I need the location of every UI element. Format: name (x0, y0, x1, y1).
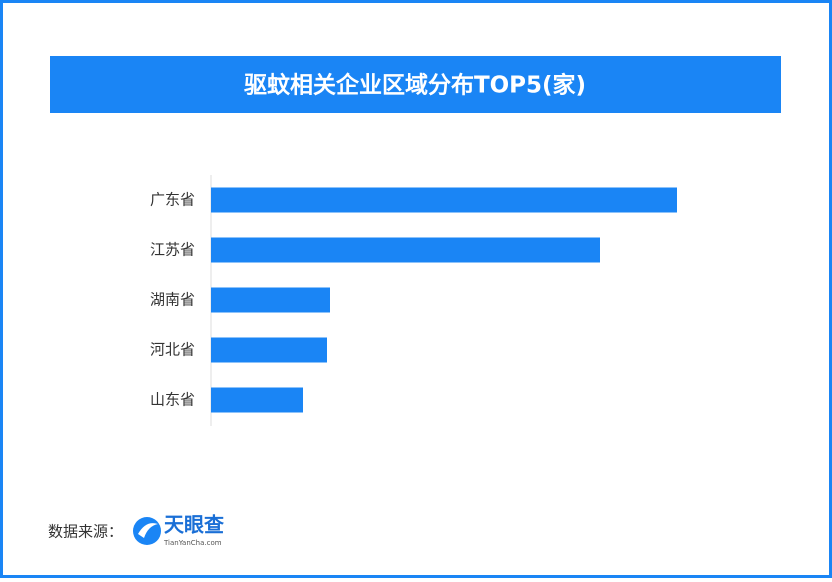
y-tick-label: 江苏省 (150, 241, 195, 259)
bar (211, 387, 303, 413)
title-banner (50, 56, 781, 113)
y-tick-label: 山东省 (150, 391, 195, 409)
y-tick-label: 湖南省 (150, 291, 195, 309)
source-label: 数据来源： (48, 523, 123, 541)
logo-name: 天眼查 (164, 513, 224, 537)
bar (211, 337, 327, 363)
bar (211, 287, 330, 313)
chart-title: 驱蚊相关企业区域分布TOP5(家) (244, 72, 586, 99)
logo-icon (133, 517, 161, 545)
y-tick-label: 河北省 (150, 341, 195, 359)
logo-url: TianYanCha.com (163, 539, 222, 547)
y-tick-label: 广东省 (150, 191, 195, 209)
bar (211, 237, 600, 263)
bar (211, 187, 677, 213)
